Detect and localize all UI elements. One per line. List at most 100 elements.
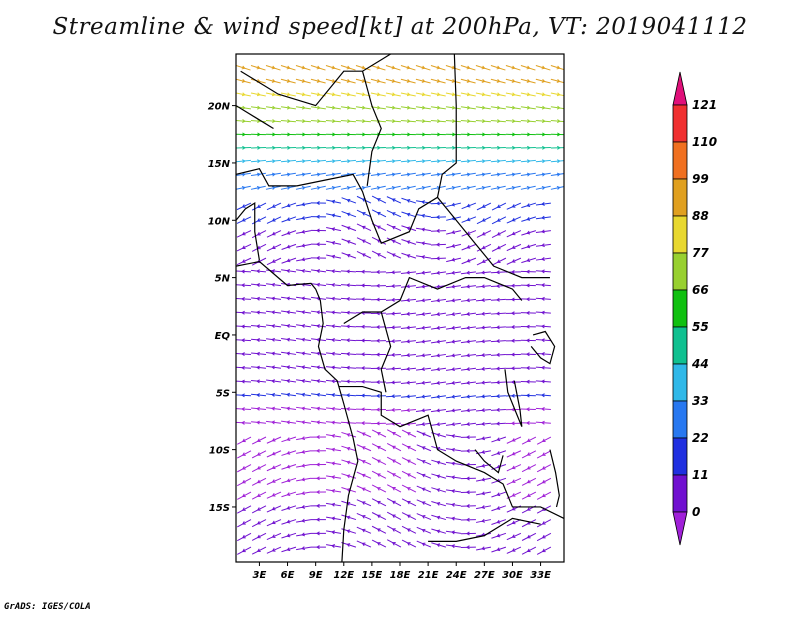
streamline-arrow [526,548,531,553]
streamline-segment [445,422,461,426]
streamline-arrow [526,507,531,511]
streamline-arrow [346,529,351,534]
streamline-segment [236,311,252,314]
streamline-segment [491,243,507,252]
streamline-segment [460,326,476,330]
streamline-arrow [256,324,260,329]
streamline-arrow [315,256,320,261]
streamline-arrow [481,477,486,482]
streamline-arrow [542,145,546,150]
streamline-segment [296,269,312,273]
streamline-segment [445,340,461,344]
streamline-segment [490,408,506,411]
streamline-segment [431,445,447,452]
streamline-segment [460,408,476,412]
streamline-segment [535,380,551,383]
streamline-arrow [511,520,516,525]
streamline-segment [415,271,431,275]
streamline-segment [296,243,312,248]
streamline-segment [535,120,551,123]
streamline-segment [236,92,251,97]
lon-tick-label: 27E [474,570,495,581]
streamline-arrow [540,269,545,274]
streamline-arrow [316,392,320,397]
streamline-arrow [286,310,291,315]
streamline-arrow [227,325,230,328]
streamline-segment [445,367,461,371]
streamline-arrow [421,270,425,275]
streamline-segment [430,78,446,84]
lat-tick-label: 20N [208,102,231,113]
streamline-arrow [465,504,470,508]
streamline-arrow [465,367,470,372]
streamline-segment [385,367,401,370]
streamline-arrow [541,65,546,70]
streamline-segment [341,445,357,452]
streamline-segment [237,477,252,487]
streamline-segment [310,310,327,314]
streamline-segment [400,326,416,329]
streamline-arrow [465,284,470,289]
streamline-segment [536,436,552,445]
streamline-arrow [495,421,500,426]
streamline-segment [520,64,536,71]
streamline-segment [385,159,401,163]
streamline-segment [446,243,462,249]
streamline-segment [251,464,267,473]
streamline-arrow [451,353,455,358]
streamline-arrow [346,212,351,217]
streamline-arrow [271,451,276,456]
streamline-arrow [256,507,261,511]
streamline-arrow [436,488,441,492]
streamline-segment [341,486,357,493]
boundary-line [236,167,550,279]
streamline-arrow [466,159,471,164]
streamline-arrow [227,312,230,315]
streamline-arrow [390,297,395,302]
streamline-arrow [301,351,305,356]
streamline-segment [460,381,476,385]
streamline-arrow [525,421,530,426]
streamline-segment [430,216,446,218]
streamline-segment [430,243,446,246]
streamline-arrow [452,145,456,150]
streamline-arrow [241,283,245,288]
streamline-arrow [495,380,500,385]
streamline-arrow [241,438,246,443]
streamline-segment [521,491,537,500]
streamline-segment [400,64,416,71]
streamline-arrow [451,243,456,248]
streamline-arrow [465,325,470,330]
streamline-segment [475,106,491,110]
streamline-arrow [557,145,561,150]
streamline-arrow [436,394,440,399]
streamline-arrow [421,298,425,303]
streamline-arrow [271,548,276,552]
streamline-arrow [315,448,320,453]
streamline-arrow [421,432,426,437]
streamline-arrow [241,407,245,412]
streamline-arrow [301,92,306,97]
streamline-segment [535,159,551,163]
streamline-segment [520,185,536,190]
streamline-arrow [421,380,425,385]
streamline-segment [491,519,507,525]
colorbar-label: 88 [692,209,709,223]
streamline-arrow [451,489,455,494]
streamline-arrow [316,420,320,425]
streamline-arrow [436,339,440,344]
streamline-segment [521,243,537,250]
streamline-arrow [391,500,396,505]
streamline-segment [475,147,491,149]
streamline-segment [370,185,386,190]
colorbar-label: 33 [692,394,709,408]
boundary-line [240,54,391,107]
streamline-arrow [526,258,531,263]
streamline-arrow [391,65,396,70]
streamline-arrow [510,352,515,357]
streamline-segment [430,353,446,358]
streamline-arrow [256,338,260,342]
streamline-segment [445,503,461,507]
streamline-arrow [541,521,546,525]
streamline-arrow [526,203,531,207]
